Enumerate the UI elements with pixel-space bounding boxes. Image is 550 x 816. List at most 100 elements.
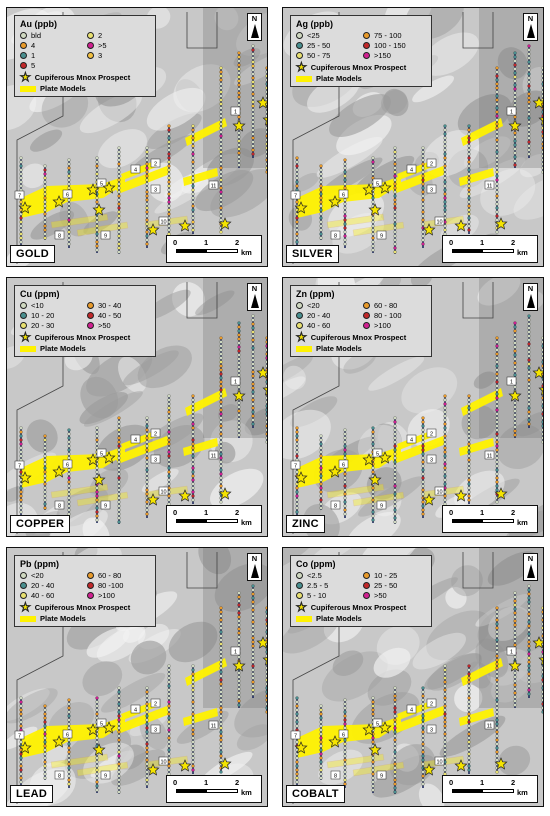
plate-model-2 [115,166,170,194]
sample-point [393,706,397,710]
sample-point [167,418,171,422]
sample-point [421,464,425,468]
sample-point [43,772,47,776]
scale-bar-black-segment [177,790,207,792]
sample-point [191,490,195,494]
sample-point [371,708,375,712]
sample-point [19,454,23,458]
sample-point [43,720,47,724]
prospect-star-icon [494,217,508,230]
sample-point [117,424,121,428]
legend-bin-item: <20 [20,571,83,580]
sample-point [295,160,299,164]
sample-point [265,400,267,404]
sample-point [251,664,255,668]
north-arrow-shape [250,564,259,578]
prospect-star-icon [538,657,543,666]
sample-point [117,778,121,782]
sample-point [541,630,543,634]
plate-model-6 [326,753,385,769]
sample-point [295,176,299,180]
sample-point [19,712,23,716]
sample-point [191,160,195,164]
sample-point [495,758,499,762]
prospect-star-icon [508,389,522,402]
sample-point [295,220,299,224]
sample-point [117,746,121,750]
sample-point [167,406,171,410]
sample-point [343,198,347,202]
plate-model-7 [76,491,129,507]
sample-point [237,333,241,337]
sample-point [145,186,149,190]
sample-point [421,222,425,226]
sample-point [191,740,195,744]
sample-point [513,409,517,413]
north-arrow-shape [250,24,259,38]
sample-point [319,212,323,216]
sample-point [393,690,397,694]
sample-point [191,688,195,692]
bin-color-swatch [363,32,370,39]
sample-point [251,44,255,48]
sample-point [295,494,299,498]
sample-point [443,156,447,160]
map-legend: Au (ppb) bld 2 4 >5 1 3 5 ★ Cupiferous Mnox Prosp… [14,15,156,97]
sample-point [251,406,255,410]
legend-bins: <2.5 10 - 25 2.5 - 5 25 - 50 5 - 10 >50 [296,571,426,600]
sample-point [421,210,425,214]
sample-point [117,250,121,254]
sample-point [191,720,195,724]
sample-point [145,416,149,420]
sample-point [343,218,347,222]
sample-point [393,476,397,480]
sample-point [513,619,517,623]
sample-point [19,768,23,772]
sample-point [393,766,397,770]
sample-point [145,690,149,694]
sample-point [251,652,255,656]
sample-point [495,150,499,154]
sample-point [43,184,47,188]
plate-model-7 [352,491,405,507]
sample-point [371,486,375,490]
sample-point [527,640,531,644]
sample-point [393,242,397,246]
sample-point [421,500,425,504]
sample-point [495,340,499,344]
sample-point [237,131,241,135]
prospect-star-icon [232,119,246,132]
sample-point [541,344,543,348]
sample-point [67,242,71,246]
sample-point [237,147,241,151]
legend-bin-item: <25 [296,31,359,40]
sample-point [191,144,195,148]
sample-point [67,158,71,162]
sample-point [251,314,255,318]
svg-text:11: 11 [487,184,493,190]
bin-label: >50 [374,591,387,600]
svg-text:11: 11 [211,184,217,190]
sample-point [251,112,255,116]
sample-point [237,353,241,357]
sample-point [295,184,299,188]
sample-point [467,692,471,696]
sample-point [541,336,543,340]
sample-point [145,702,149,706]
sample-point [219,750,223,754]
sample-point [237,413,241,417]
north-label: N [527,554,534,563]
plate-label: 7 [290,460,301,470]
sample-point [95,704,99,708]
legend-title: Zn (ppm) [296,289,335,299]
sample-point [295,490,299,494]
sample-point [495,642,499,646]
sample-point [191,172,195,176]
sample-point [513,595,517,599]
sample-point [495,404,499,408]
sample-point [191,760,195,764]
plate-label: 6 [338,729,349,739]
element-label: LEAD [10,785,54,803]
sample-point [219,82,223,86]
